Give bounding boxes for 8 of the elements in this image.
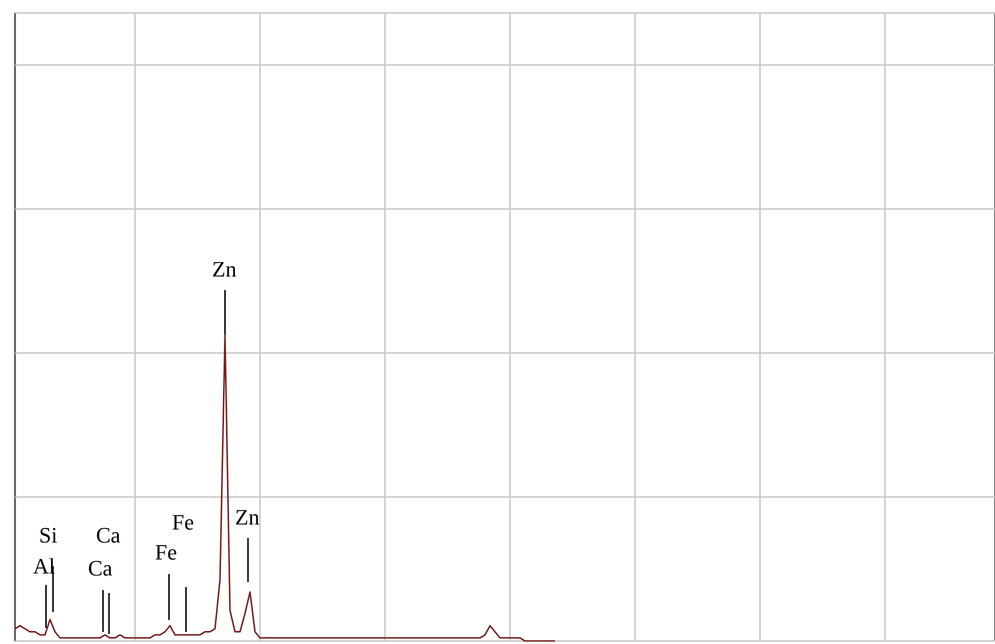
annotation: Zn [235,504,260,530]
annotation: Al [33,554,55,578]
annotation: Si [39,522,58,548]
annotation: Ca [88,556,113,580]
annotation: Ca [96,522,121,548]
annotation: Fe [172,510,194,534]
annotation: Fe [155,540,177,564]
text: Zn [212,256,236,282]
